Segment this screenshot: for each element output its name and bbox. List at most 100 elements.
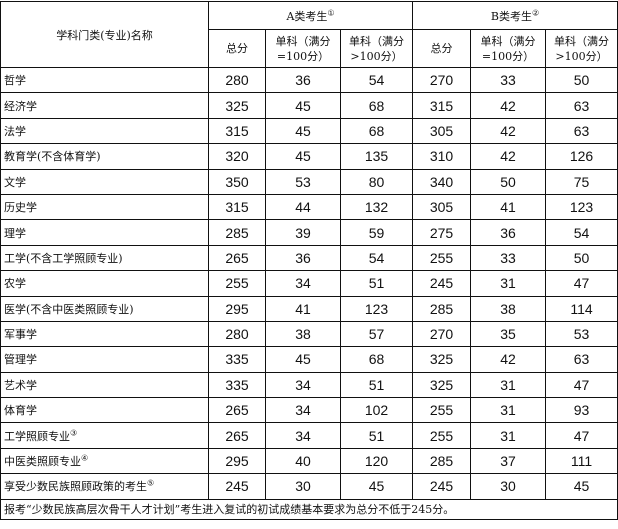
score-a-0: 335 xyxy=(208,346,266,373)
group-a-label: A类考生 xyxy=(286,9,328,23)
table-row: 工学(不含工学照顾专业) 265 36 54 255 33 50 xyxy=(0,244,618,272)
subject-label: 军事学 xyxy=(4,328,37,342)
subject-name: 艺术学 xyxy=(0,371,209,399)
table-row: 文学 350 53 80 340 50 75 xyxy=(0,168,618,195)
score-b-0: 325 xyxy=(412,346,471,373)
score-a-0: 285 xyxy=(208,219,266,246)
header-a-single-over100: 单科（满分>100分） xyxy=(340,29,413,68)
score-a-1: 53 xyxy=(265,168,341,195)
table-row: 法学 315 45 68 305 42 63 xyxy=(0,117,618,145)
group-b-note: ② xyxy=(531,7,540,17)
subject-note: ⑤ xyxy=(147,478,155,488)
score-b-0: 325 xyxy=(412,371,471,399)
score-b-0: 285 xyxy=(412,447,471,475)
subject-label: 法学 xyxy=(4,124,26,138)
score-b-1: 50 xyxy=(470,168,546,195)
score-b-1: 31 xyxy=(470,270,546,297)
score-a-0: 255 xyxy=(208,270,266,297)
score-a-0: 295 xyxy=(208,295,266,322)
score-a-1: 34 xyxy=(265,422,341,449)
table-row: 军事学 280 38 57 270 35 53 xyxy=(0,320,618,348)
score-a-0: 350 xyxy=(208,168,266,195)
score-a-0: 335 xyxy=(208,371,266,399)
score-b-1: 33 xyxy=(470,244,546,272)
subject-label: 艺术学 xyxy=(4,378,37,392)
score-a-2: 68 xyxy=(340,346,413,373)
score-a-0: 320 xyxy=(208,143,266,170)
subject-label: 体育学 xyxy=(4,404,37,418)
score-a-0: 280 xyxy=(208,320,266,348)
table-row: 享受少数民族照顾政策的考生⑤ 245 30 45 245 30 45 xyxy=(0,473,618,500)
score-b-1: 31 xyxy=(470,397,546,424)
score-a-2: 132 xyxy=(340,193,413,221)
score-b-1: 33 xyxy=(470,66,546,94)
score-b-0: 305 xyxy=(412,117,471,145)
subject-name: 体育学 xyxy=(0,397,209,424)
score-b-2: 50 xyxy=(545,244,618,272)
score-b-0: 305 xyxy=(412,193,471,221)
score-b-2: 126 xyxy=(545,143,618,170)
score-a-1: 34 xyxy=(265,397,341,424)
score-a-1: 44 xyxy=(265,193,341,221)
score-b-1: 41 xyxy=(470,193,546,221)
score-b-0: 310 xyxy=(412,143,471,170)
subject-name: 工学(不含工学照顾专业) xyxy=(0,244,209,272)
score-b-2: 75 xyxy=(545,168,618,195)
score-b-1: 42 xyxy=(470,346,546,373)
score-a-2: 59 xyxy=(340,219,413,246)
subject-name: 经济学 xyxy=(0,92,209,119)
score-a-0: 315 xyxy=(208,193,266,221)
table-row: 医学(不含中医类照顾专业) 295 41 123 285 38 114 xyxy=(0,295,618,322)
score-a-0: 245 xyxy=(208,473,266,500)
score-b-2: 111 xyxy=(545,447,618,475)
score-b-0: 285 xyxy=(412,295,471,322)
table-row: 体育学 265 34 102 255 31 93 xyxy=(0,397,618,424)
score-a-1: 45 xyxy=(265,92,341,119)
score-b-2: 47 xyxy=(545,422,618,449)
score-a-2: 68 xyxy=(340,117,413,145)
table-row: 经济学 325 45 68 315 42 63 xyxy=(0,92,618,119)
subject-label: 经济学 xyxy=(4,99,37,113)
score-b-2: 47 xyxy=(545,270,618,297)
score-b-1: 30 xyxy=(470,473,546,500)
header-group-a: A类考生① xyxy=(208,1,413,30)
subject-name: 文学 xyxy=(0,168,209,195)
score-a-1: 39 xyxy=(265,219,341,246)
subject-name: 管理学 xyxy=(0,346,209,373)
subject-name: 农学 xyxy=(0,270,209,297)
subject-name: 医学(不含中医类照顾专业) xyxy=(0,295,209,322)
score-b-1: 36 xyxy=(470,219,546,246)
score-a-0: 280 xyxy=(208,66,266,94)
table-row: 中医类照顾专业④ 295 40 120 285 37 111 xyxy=(0,447,618,475)
subject-note: ④ xyxy=(81,453,89,463)
table-row: 教育学(不含体育学) 320 45 135 310 42 126 xyxy=(0,143,618,170)
score-b-0: 275 xyxy=(412,219,471,246)
score-a-2: 102 xyxy=(340,397,413,424)
score-b-0: 315 xyxy=(412,92,471,119)
table-row: 哲学 280 36 54 270 33 50 xyxy=(0,66,618,94)
subject-label: 教育学(不含体育学) xyxy=(4,150,101,164)
subject-name: 法学 xyxy=(0,117,209,145)
score-b-1: 38 xyxy=(470,295,546,322)
table-row: 历史学 315 44 132 305 41 123 xyxy=(0,193,618,221)
score-b-2: 50 xyxy=(545,66,618,94)
group-b-label: B类考生 xyxy=(490,9,532,23)
table-row: 艺术学 335 34 51 325 31 47 xyxy=(0,371,618,399)
subject-name: 军事学 xyxy=(0,320,209,348)
subject-name: 中医类照顾专业④ xyxy=(0,447,209,475)
score-a-1: 45 xyxy=(265,346,341,373)
score-a-1: 34 xyxy=(265,270,341,297)
header-b-single-over100: 单科（满分>100分） xyxy=(545,29,618,68)
score-a-0: 265 xyxy=(208,397,266,424)
score-a-1: 36 xyxy=(265,66,341,94)
header-a-single-100: 单科（满分=100分） xyxy=(265,29,341,68)
score-b-2: 45 xyxy=(545,473,618,500)
subject-label: 历史学 xyxy=(4,201,37,215)
score-b-1: 42 xyxy=(470,92,546,119)
score-b-0: 245 xyxy=(412,270,471,297)
score-b-0: 270 xyxy=(412,66,471,94)
subject-label: 享受少数民族照顾政策的考生 xyxy=(4,480,147,494)
table-row: 农学 255 34 51 245 31 47 xyxy=(0,270,618,297)
subject-label: 中医类照顾专业 xyxy=(4,455,81,469)
subject-name: 享受少数民族照顾政策的考生⑤ xyxy=(0,473,209,500)
